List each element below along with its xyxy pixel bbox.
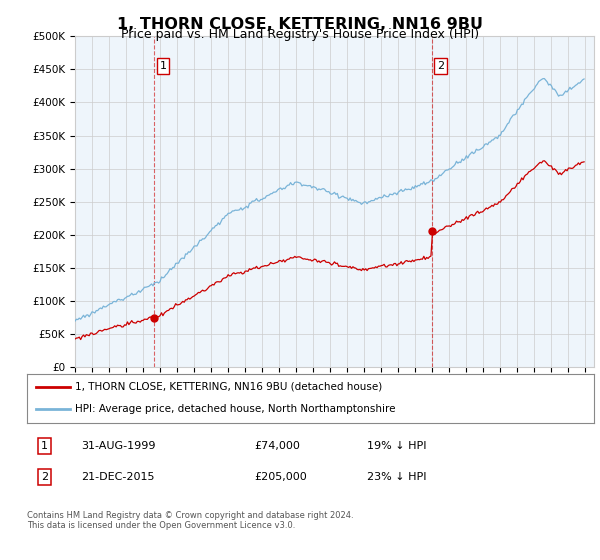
Text: Contains HM Land Registry data © Crown copyright and database right 2024.
This d: Contains HM Land Registry data © Crown c… [27,511,353,530]
Text: 1, THORN CLOSE, KETTERING, NN16 9BU: 1, THORN CLOSE, KETTERING, NN16 9BU [117,17,483,32]
Text: 1: 1 [160,61,166,71]
Text: £205,000: £205,000 [254,472,307,482]
Text: 2: 2 [437,61,444,71]
Text: £74,000: £74,000 [254,441,299,451]
Text: 19% ↓ HPI: 19% ↓ HPI [367,441,427,451]
Text: 23% ↓ HPI: 23% ↓ HPI [367,472,427,482]
Text: HPI: Average price, detached house, North Northamptonshire: HPI: Average price, detached house, Nort… [75,404,395,414]
Text: Price paid vs. HM Land Registry's House Price Index (HPI): Price paid vs. HM Land Registry's House … [121,28,479,41]
Text: 1: 1 [41,441,48,451]
Text: 2: 2 [41,472,48,482]
Text: 31-AUG-1999: 31-AUG-1999 [81,441,155,451]
Text: 21-DEC-2015: 21-DEC-2015 [81,472,154,482]
Text: 1, THORN CLOSE, KETTERING, NN16 9BU (detached house): 1, THORN CLOSE, KETTERING, NN16 9BU (det… [75,382,382,392]
